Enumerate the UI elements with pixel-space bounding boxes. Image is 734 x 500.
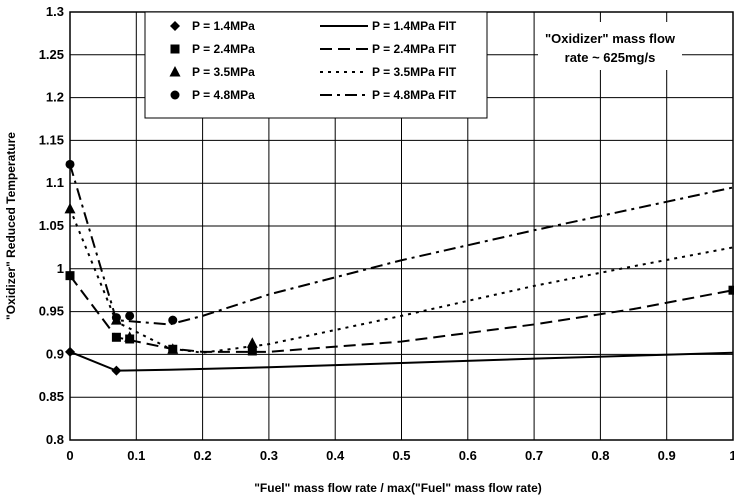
fit-line bbox=[69, 164, 734, 326]
annotation-line-2: rate ~ 625mg/s bbox=[565, 50, 656, 65]
x-tick-labels: 0 0.1 0.2 0.3 0.4 0.5 0.6 0.7 0.8 0.9 1 bbox=[66, 448, 734, 463]
x-tick-label: 0.7 bbox=[525, 448, 543, 463]
data-point bbox=[111, 332, 121, 342]
data-point bbox=[124, 331, 136, 342]
data-point bbox=[65, 271, 75, 281]
data-point bbox=[111, 313, 121, 323]
y-axis-label: "Oxidizer" Reduced Temperature bbox=[4, 132, 18, 320]
legend-label: P = 4.8MPa bbox=[192, 88, 255, 102]
annotation: "Oxidizer" mass flow rate ~ 625mg/s bbox=[538, 22, 682, 70]
y-tick-label: 0.85 bbox=[39, 389, 64, 404]
annotation-box bbox=[538, 22, 682, 70]
y-tick-label: 1.3 bbox=[46, 4, 64, 19]
x-axis-label: "Fuel" mass flow rate / max("Fuel" mass … bbox=[254, 481, 542, 495]
legend-marker bbox=[170, 44, 180, 54]
x-tick-label: 0 bbox=[66, 448, 73, 463]
y-tick-label: 1 bbox=[57, 261, 64, 276]
data-point bbox=[65, 346, 75, 357]
x-tick-label: 1 bbox=[729, 448, 734, 463]
y-tick-label: 1.25 bbox=[39, 47, 64, 62]
y-tick-label: 1.2 bbox=[46, 90, 64, 105]
data-point bbox=[125, 311, 135, 321]
x-tick-label: 0.9 bbox=[658, 448, 676, 463]
x-tick-label: 0.4 bbox=[326, 448, 345, 463]
legend-label: P = 2.4MPa bbox=[192, 42, 255, 56]
markers bbox=[64, 159, 734, 376]
data-point bbox=[64, 202, 76, 214]
legend-label: P = 2.4MPa FIT bbox=[372, 42, 457, 56]
annotation-line-1: "Oxidizer" mass flow bbox=[545, 31, 676, 46]
x-tick-label: 0.1 bbox=[127, 448, 145, 463]
x-tick-label: 0.8 bbox=[591, 448, 609, 463]
x-tick-label: 0.5 bbox=[392, 448, 410, 463]
x-tick-label: 0.6 bbox=[459, 448, 477, 463]
data-point bbox=[111, 365, 122, 376]
y-tick-label: 1.15 bbox=[39, 132, 64, 147]
legend-label: P = 3.5MPa bbox=[192, 65, 255, 79]
data-point bbox=[246, 337, 258, 348]
y-tick-label: 1.1 bbox=[46, 175, 64, 190]
data-point bbox=[65, 159, 75, 169]
y-tick-label: 0.95 bbox=[39, 304, 64, 319]
x-tick-label: 0.2 bbox=[194, 448, 212, 463]
fit-line bbox=[69, 208, 734, 354]
legend-label: P = 1.4MPa FIT bbox=[372, 19, 457, 33]
data-point bbox=[728, 285, 734, 295]
legend-box bbox=[144, 11, 488, 119]
legend-label: P = 4.8MPa FIT bbox=[372, 88, 457, 102]
data-point bbox=[168, 315, 178, 325]
legend-marker bbox=[170, 21, 180, 31]
x-tick-label: 0.3 bbox=[260, 448, 278, 463]
y-tick-labels: 0.8 0.85 0.9 0.95 1 1.05 1.1 1.15 1.2 1.25 1.3 bbox=[39, 4, 64, 447]
y-tick-label: 1.05 bbox=[39, 218, 64, 233]
legend: P = 1.4MPa P = 2.4MPa P = 3.5MPa P = 4.8MPa… bbox=[144, 11, 488, 119]
y-tick-label: 0.9 bbox=[46, 346, 64, 361]
legend-marker bbox=[170, 90, 180, 100]
legend-marker bbox=[169, 66, 181, 77]
legend-label: P = 1.4MPa bbox=[192, 19, 255, 33]
data-point bbox=[247, 346, 257, 356]
data-point bbox=[167, 343, 179, 354]
y-tick-label: 0.8 bbox=[46, 432, 64, 447]
legend-label: P = 3.5MPa FIT bbox=[372, 65, 457, 79]
